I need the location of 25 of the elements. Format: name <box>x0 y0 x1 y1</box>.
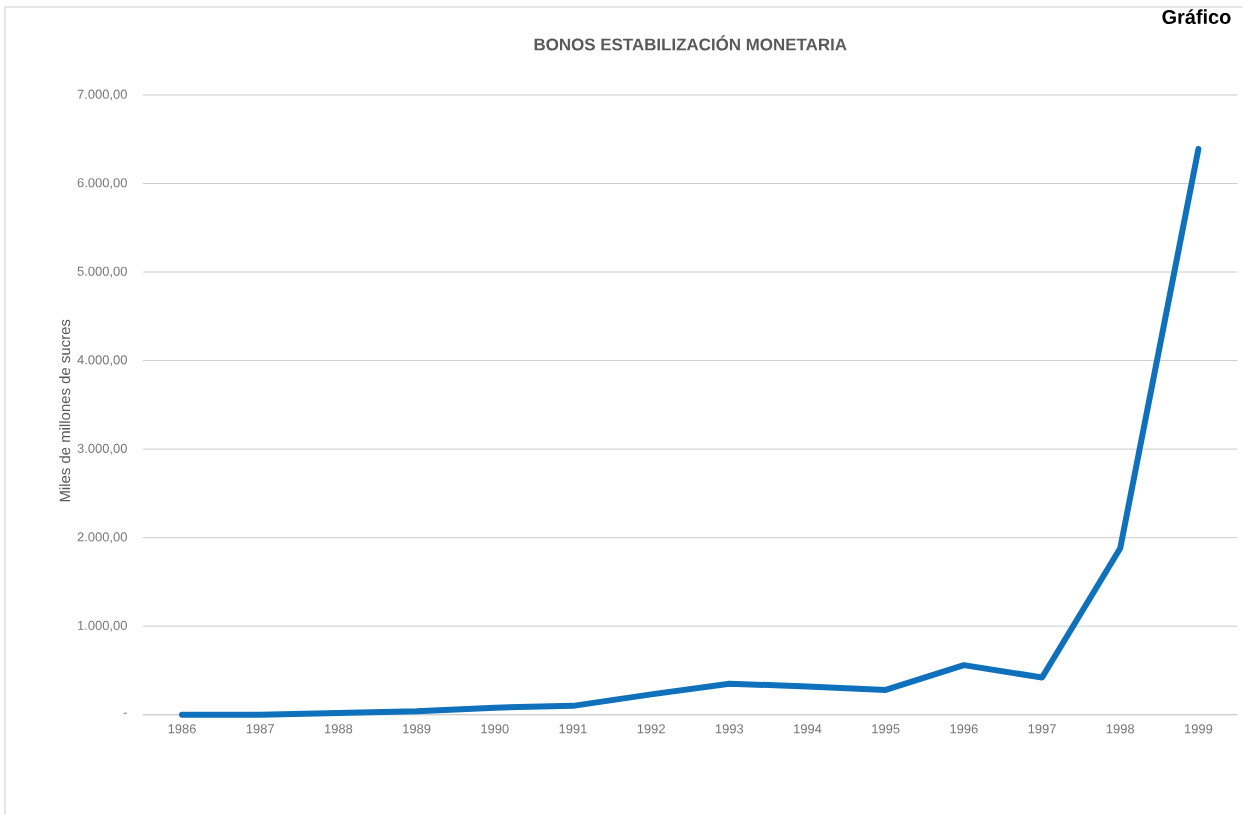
y-tick-label: 4.000,00 <box>77 355 127 366</box>
chart-title: BONOS ESTABILIZACIÓN MONETARIA <box>534 35 847 51</box>
x-tick-label: 1991 <box>559 724 587 734</box>
y-axis-title: Miles de millones de sucres <box>59 319 71 502</box>
text: Gráfico <box>1162 9 1231 24</box>
y-tick-label: - <box>123 712 127 714</box>
x-tick-label: 1993 <box>715 724 744 734</box>
y-tick-label: 5.000,00 <box>77 266 127 278</box>
x-tick-label: 1998 <box>1106 724 1135 734</box>
x-tick-label: 1988 <box>324 724 353 734</box>
x-tick-label: 1996 <box>950 724 978 734</box>
y-tick-label: 7.000,00 <box>77 89 127 101</box>
x-tick-label: 1999 <box>1184 724 1213 734</box>
x-tick-label: 1987 <box>246 724 274 734</box>
x-tick-label: 1990 <box>481 724 509 734</box>
x-tick-label: 1986 <box>168 724 196 734</box>
y-tick-label: 3.000,00 <box>77 443 127 455</box>
y-tick-label: 2.000,00 <box>77 532 127 543</box>
y-tick-label: 6.000,00 <box>77 178 127 189</box>
x-tick-label: 1989 <box>403 724 431 734</box>
y-tick-label: 1.000,00 <box>78 620 127 632</box>
x-tick-label: 1992 <box>637 724 665 734</box>
x-tick-label: 1997 <box>1028 724 1056 734</box>
x-tick-label: 1994 <box>794 724 822 734</box>
x-tick-label: 1995 <box>872 724 900 734</box>
